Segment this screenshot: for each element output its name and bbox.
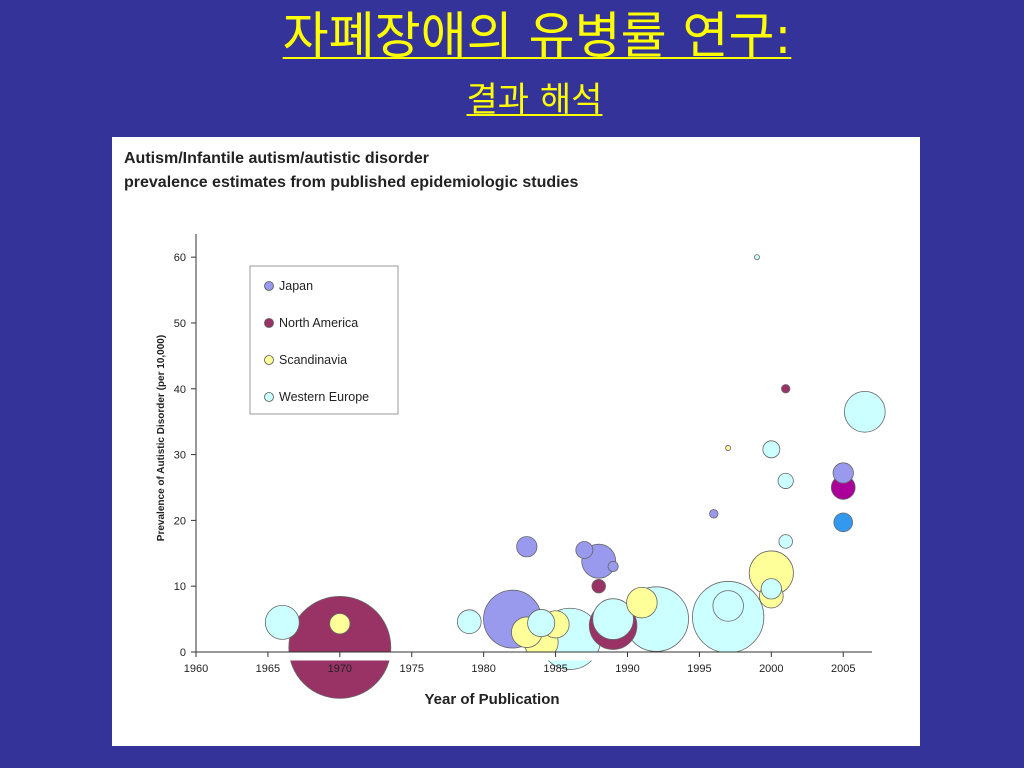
chart-subtitle: prevalence estimates from published epid…: [124, 174, 579, 191]
y-tick-label: 30: [174, 450, 186, 462]
x-axis-label: Year of Publication: [424, 691, 559, 708]
data-point-western-europe: [762, 440, 781, 459]
data-point-western-europe: [833, 512, 853, 533]
axes-layer: 1960 1965 1970 1975 1980 1985 1990 1995 2000 2005…: [156, 234, 910, 708]
x-tick-label: 1980: [471, 663, 495, 675]
slide-title: 자폐장애의 유병률 연구:: [282, 7, 792, 65]
data-point-western-europe: [712, 590, 744, 622]
data-point-japan: [575, 541, 594, 559]
data-point-japan: [832, 462, 854, 484]
data-point-western-europe: [844, 391, 886, 433]
axis-cover: [194, 652, 910, 661]
data-point-western-europe: [264, 604, 300, 640]
y-tick-label: 10: [174, 581, 186, 593]
data-point-scandinavia: [725, 445, 732, 451]
chart-title: Autism/Infantile autism/autistic disorde…: [124, 150, 429, 167]
legend-entry: North America: [279, 316, 358, 330]
chart-heading: Autism/Infantile autism/autistic disorde…: [124, 147, 904, 195]
x-tick-label: 2000: [759, 663, 783, 675]
data-point-scandinavia: [329, 613, 351, 635]
bubble-chart: 1960 1965 1970 1975 1980 1985 1990 1995 2000 2005…: [156, 234, 910, 708]
data-point-western-europe: [753, 254, 760, 261]
x-tick-label: 1965: [256, 663, 280, 675]
legend-marker: [264, 281, 274, 291]
data-point-western-europe: [760, 578, 782, 600]
x-tick-label: 1990: [615, 663, 639, 675]
data-point-japan: [516, 536, 538, 558]
legend-entry: Western Europe: [279, 390, 369, 404]
data-point-western-europe: [456, 609, 482, 635]
x-tick-label: 1995: [687, 663, 711, 675]
data-point-western-europe: [778, 534, 793, 549]
data-point-western-europe: [527, 609, 556, 638]
y-tick-label: 60: [174, 252, 186, 264]
x-tick-label: 1970: [328, 663, 352, 675]
y-tick-label: 0: [180, 647, 186, 659]
x-tick-label: 1985: [543, 663, 567, 675]
legend-marker: [264, 355, 274, 365]
y-tick-label: 20: [174, 515, 186, 527]
data-point-japan: [607, 560, 619, 572]
x-tick-label: 2005: [831, 663, 855, 675]
chart-panel: Autism/Infantile autism/autistic disorde…: [112, 137, 920, 746]
y-axis-label: Prevalence of Autistic Disorder (per 10,…: [156, 335, 167, 541]
data-point-north-america: [781, 384, 791, 394]
slide-subtitle: 결과 해석: [466, 80, 603, 120]
legend-marker: [264, 392, 274, 402]
legend-entry: Japan: [279, 279, 313, 293]
y-tick-label: 40: [174, 384, 186, 396]
data-point-japan: [709, 509, 719, 519]
data-point-north-america: [591, 578, 606, 594]
legend-box: [249, 265, 399, 415]
data-point-north-america: [288, 595, 392, 699]
data-point-western-europe: [592, 598, 634, 640]
data-point-scandinavia: [626, 586, 658, 619]
x-tick-label: 1960: [184, 663, 208, 675]
chart-legend: Japan North America Scandinavia Western Eur…: [249, 265, 399, 415]
y-tick-label: 50: [174, 318, 186, 330]
legend-entry: Scandinavia: [279, 353, 347, 367]
legend-marker: [264, 318, 274, 328]
x-tick-label: 1975: [400, 663, 424, 675]
data-point-western-europe: [777, 472, 794, 489]
